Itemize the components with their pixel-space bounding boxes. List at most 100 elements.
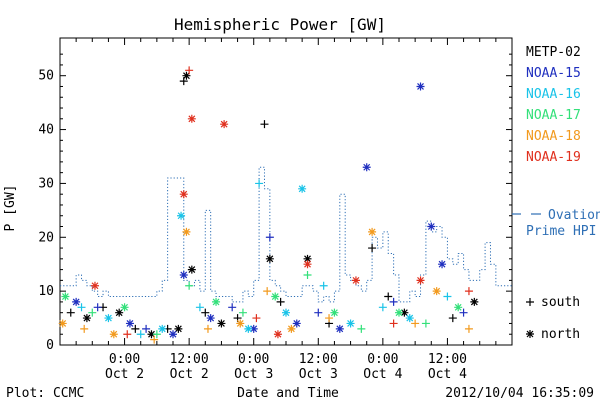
data-point-north — [169, 330, 177, 339]
data-point-north — [187, 114, 196, 123]
series-noaa-18 — [58, 227, 473, 344]
data-point-south — [185, 66, 194, 75]
data-point-north — [158, 324, 167, 333]
data-point-south — [136, 330, 145, 339]
data-point-north — [438, 260, 447, 269]
data-point-north — [470, 297, 479, 306]
plot-border — [59, 37, 513, 346]
legend-noaa-19: NOAA-19 — [526, 150, 581, 165]
data-point-south — [303, 270, 312, 279]
data-point-north — [187, 265, 196, 274]
data-point-south — [378, 303, 387, 312]
legend-noaa-17: NOAA-17 — [526, 108, 581, 123]
data-point-north — [109, 330, 118, 339]
data-point-north — [217, 319, 226, 328]
data-point-south — [448, 314, 457, 323]
data-point-south — [459, 308, 468, 317]
data-point-north — [244, 324, 253, 333]
x-tick-label: Oct 4 — [363, 367, 402, 382]
data-point-north — [125, 319, 134, 328]
legend-noaa-15: NOAA-15 — [526, 66, 581, 81]
data-point-north — [177, 211, 186, 220]
legend: METP-02 NOAA-15 NOAA-16 NOAA-17 NOAA-18 NOAA-… — [512, 45, 600, 342]
data-point-north — [454, 303, 463, 312]
data-point-north — [432, 287, 441, 296]
data-point-north — [115, 308, 124, 317]
data-point-south — [228, 303, 237, 312]
x-tick-label: Oct 3 — [234, 367, 273, 382]
data-point-north — [271, 292, 280, 301]
data-point-north — [72, 297, 81, 306]
plot-frame — [59, 37, 513, 346]
series-noaa-15 — [72, 82, 468, 339]
data-point-north — [346, 319, 355, 328]
data-point-north — [220, 120, 229, 129]
ovation-legend-label: Prime HPI — [526, 224, 596, 239]
data-point-south — [526, 298, 534, 306]
data-point-south — [252, 314, 261, 323]
chart-title: Hemispheric Power [GW] — [174, 15, 386, 34]
data-point-north — [303, 260, 312, 269]
marker-legend-label: south — [541, 295, 580, 310]
series-metp-02 — [66, 71, 479, 339]
data-point-north — [120, 303, 129, 312]
data-point-south — [464, 324, 473, 333]
data-point-south — [185, 281, 194, 290]
data-point-south — [203, 324, 212, 333]
x-tick-label: Oct 4 — [428, 367, 467, 382]
x-tick-label: Oct 2 — [105, 367, 144, 382]
data-point-north — [273, 330, 282, 339]
data-point-north — [206, 314, 215, 323]
data-point-north — [400, 308, 409, 317]
data-point-north — [526, 330, 534, 338]
data-point-south — [88, 308, 97, 317]
data-point-south — [150, 335, 159, 344]
data-point-north — [335, 324, 344, 333]
data-point-south — [319, 281, 328, 290]
data-point-south — [421, 319, 430, 328]
data-point-south — [384, 292, 393, 301]
data-point-north — [330, 308, 339, 317]
y-tick-label: 50 — [38, 69, 54, 84]
data-point-south — [238, 308, 247, 317]
data-point-north — [174, 324, 183, 333]
data-point-north — [236, 319, 245, 328]
data-point-north — [182, 71, 191, 80]
x-tick-label: 0:00 — [367, 352, 398, 367]
data-point-south — [255, 179, 264, 188]
data-point-north — [90, 281, 99, 290]
data-point-north — [303, 254, 312, 263]
x-tick-label: 12:00 — [170, 352, 209, 367]
data-point-south — [411, 319, 420, 328]
x-tick-label: Oct 2 — [170, 367, 209, 382]
data-point-north — [427, 222, 436, 231]
ovation-hpi-path — [60, 166, 512, 303]
marker-legend-label: north — [541, 327, 580, 342]
data-point-north — [212, 297, 221, 306]
data-point-north — [416, 276, 425, 285]
y-tick-label: 0 — [46, 338, 54, 353]
ovation-legend-label: Ovation — [548, 208, 600, 223]
data-point-south — [265, 233, 274, 242]
y-axis-label: P [GW] — [3, 185, 18, 232]
data-point-north — [104, 314, 113, 323]
data-point-south — [66, 308, 75, 317]
data-point-north — [416, 82, 425, 91]
y-tick-label: 40 — [38, 123, 54, 138]
data-point-south — [142, 324, 151, 333]
data-point-south — [389, 319, 398, 328]
data-point-north — [58, 319, 67, 328]
data-point-south — [260, 120, 269, 129]
data-point-north — [395, 308, 403, 317]
data-points — [58, 66, 479, 344]
data-point-south — [152, 330, 161, 339]
data-point-north — [249, 324, 258, 333]
data-point-south — [389, 297, 398, 306]
data-point-north — [179, 190, 188, 199]
x-axis-label: Date and Time — [237, 386, 339, 400]
data-point-north — [179, 270, 188, 279]
data-point-south — [131, 324, 140, 333]
data-point-south — [77, 303, 86, 312]
data-point-north — [351, 276, 360, 285]
